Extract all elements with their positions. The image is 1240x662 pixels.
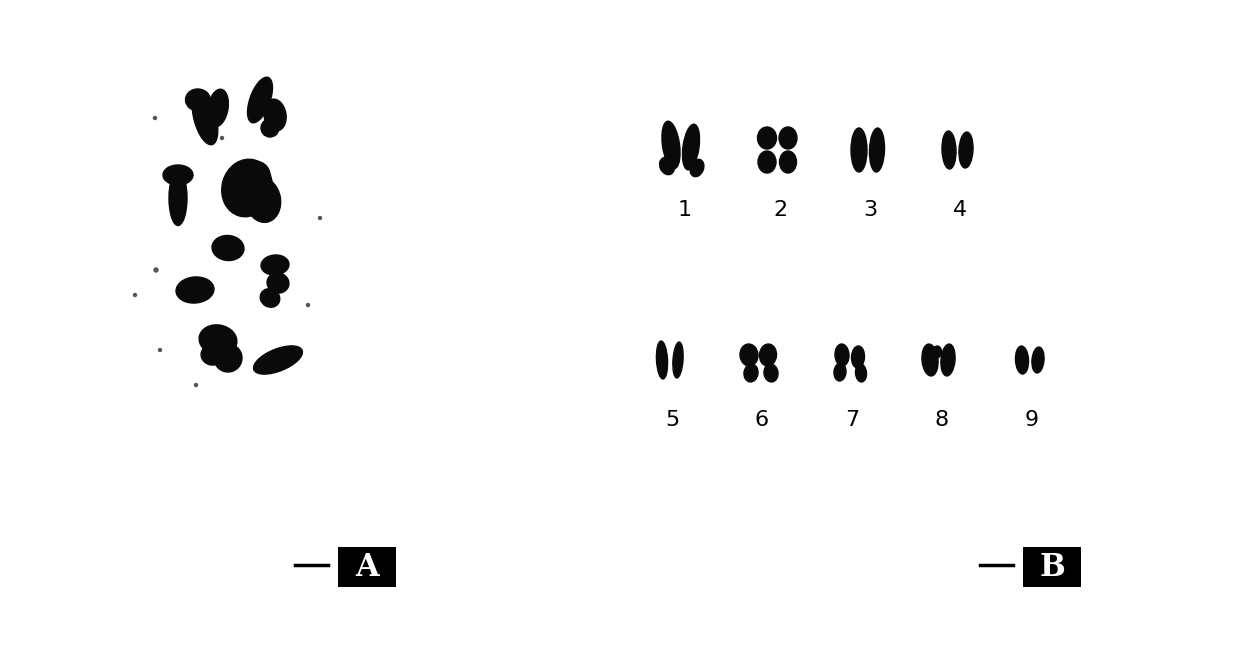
Ellipse shape (835, 344, 849, 366)
Ellipse shape (253, 346, 303, 374)
Ellipse shape (262, 255, 289, 275)
Ellipse shape (176, 277, 215, 303)
Text: 2: 2 (773, 200, 787, 220)
Ellipse shape (941, 344, 955, 376)
Ellipse shape (306, 303, 310, 307)
Ellipse shape (207, 89, 228, 127)
Ellipse shape (248, 77, 273, 123)
Text: 9: 9 (1025, 410, 1039, 430)
Ellipse shape (212, 236, 244, 261)
Text: 1: 1 (678, 200, 692, 220)
Ellipse shape (319, 216, 321, 220)
FancyBboxPatch shape (339, 547, 396, 587)
Ellipse shape (169, 171, 187, 226)
Ellipse shape (673, 342, 683, 378)
Text: B: B (1039, 551, 1065, 583)
Ellipse shape (764, 364, 777, 382)
Ellipse shape (869, 128, 884, 172)
Ellipse shape (851, 128, 867, 172)
Ellipse shape (159, 348, 161, 352)
Text: 4: 4 (952, 200, 967, 220)
Ellipse shape (264, 99, 286, 131)
Ellipse shape (1032, 347, 1044, 373)
Text: 5: 5 (665, 410, 680, 430)
Ellipse shape (758, 151, 776, 173)
Ellipse shape (162, 165, 193, 185)
Ellipse shape (662, 121, 680, 169)
Text: 8: 8 (935, 410, 949, 430)
Ellipse shape (154, 117, 156, 120)
Ellipse shape (260, 119, 279, 137)
Ellipse shape (856, 364, 867, 382)
Ellipse shape (195, 383, 197, 387)
Ellipse shape (221, 136, 223, 140)
Ellipse shape (656, 341, 667, 379)
Ellipse shape (959, 132, 973, 168)
Ellipse shape (740, 344, 758, 366)
FancyBboxPatch shape (1023, 547, 1081, 587)
Ellipse shape (779, 127, 797, 149)
Text: A: A (355, 551, 378, 583)
Ellipse shape (134, 293, 136, 297)
Ellipse shape (759, 344, 776, 366)
Ellipse shape (192, 91, 218, 145)
Text: 6: 6 (755, 410, 769, 430)
Ellipse shape (215, 344, 242, 372)
Ellipse shape (682, 124, 699, 170)
Ellipse shape (154, 268, 157, 272)
Ellipse shape (222, 160, 273, 216)
Ellipse shape (942, 131, 956, 169)
Ellipse shape (660, 158, 675, 175)
Ellipse shape (246, 177, 280, 222)
Text: 7: 7 (844, 410, 859, 430)
Ellipse shape (758, 127, 776, 149)
Ellipse shape (932, 346, 941, 358)
Ellipse shape (186, 89, 211, 111)
Ellipse shape (201, 345, 223, 365)
Ellipse shape (200, 325, 237, 355)
Ellipse shape (260, 289, 280, 307)
Ellipse shape (852, 346, 864, 368)
Ellipse shape (241, 161, 270, 189)
Ellipse shape (921, 344, 939, 376)
Ellipse shape (1016, 346, 1028, 374)
Ellipse shape (691, 160, 704, 177)
Ellipse shape (780, 151, 796, 173)
Ellipse shape (744, 364, 758, 382)
Text: 3: 3 (863, 200, 877, 220)
Ellipse shape (835, 363, 846, 381)
Ellipse shape (267, 273, 289, 293)
